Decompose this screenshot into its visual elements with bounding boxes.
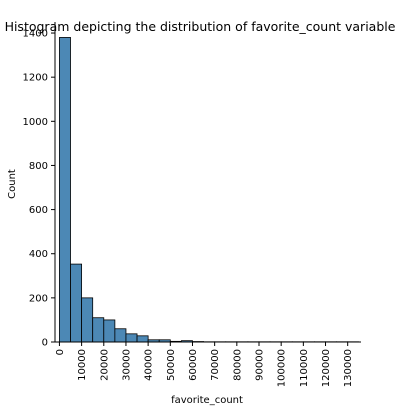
x-tick-label: 30000 [121,349,132,381]
bars-group [59,37,360,343]
x-tick-label: 0 [55,349,66,355]
x-tick-label: 70000 [210,349,221,381]
y-tick-label: 800 [29,161,48,172]
histogram-bar [70,263,83,343]
y-tick-label: 200 [29,293,48,304]
histogram-bar [92,317,105,343]
y-axis-ticks: 0 200 400 600 800 1000 1200 1400 [23,29,55,349]
y-tick-label: 600 [29,205,48,216]
x-tick-label: 90000 [255,349,266,381]
histogram-bar [125,333,138,343]
y-tick-label: 1000 [23,117,48,128]
histogram-bar [59,37,71,343]
y-tick-label: 1200 [23,73,48,84]
histogram-bar [114,328,127,343]
x-tick-label: 20000 [99,349,110,381]
x-tick-label: 100000 [277,349,288,387]
x-tick-label: 50000 [166,349,177,381]
y-tick-label: 0 [42,338,48,349]
histogram-bar [81,297,94,343]
x-tick-label: 10000 [77,349,88,381]
x-tick-label: 60000 [188,349,199,381]
x-tick-label: 130000 [343,349,354,387]
x-tick-label: 40000 [144,349,155,381]
x-axis-label: favorite_count [171,395,243,406]
x-tick-label: 110000 [299,349,310,387]
y-tick-label: 400 [29,249,48,260]
y-axis-label: Count [7,169,18,199]
x-tick-label: 80000 [232,349,243,381]
histogram-bar [103,319,116,343]
chart-title: Histogram depicting the distribution of … [5,19,396,34]
x-tick-label: 120000 [321,349,332,387]
histogram-bar [136,335,149,343]
y-tick-label: 1400 [23,29,48,40]
x-axis-ticks: 0 10000 20000 30000 40000 50000 60000 70000 8000… [55,342,354,387]
